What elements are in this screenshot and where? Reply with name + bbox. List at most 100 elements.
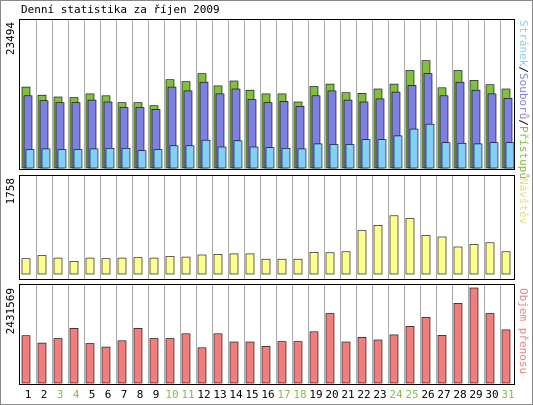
- visits-bar: [133, 257, 143, 275]
- x-axis-label: 15: [245, 388, 258, 401]
- visits-bar: [469, 244, 479, 275]
- visits-bar: [293, 258, 303, 275]
- visits-bar: [229, 253, 239, 275]
- kbytes-bar: [197, 347, 207, 384]
- visits-bar: [341, 251, 351, 275]
- pages-bar: [89, 148, 99, 169]
- hits-panel-gridlines: [36, 20, 501, 169]
- visits-bar: [405, 218, 415, 275]
- visits-bar: [245, 253, 255, 275]
- x-axis-label: 1: [25, 388, 32, 401]
- x-axis-label: 13: [213, 388, 226, 401]
- kbytes-bar: [85, 343, 95, 384]
- x-axis-label: 31: [501, 388, 514, 401]
- kbytes-bar: [53, 338, 63, 384]
- visits-bar: [181, 256, 191, 275]
- pages-bars: [25, 123, 515, 169]
- pages-bar: [153, 149, 163, 169]
- legend-separator-1: /: [517, 66, 530, 73]
- visits-bar: [389, 215, 399, 275]
- visits-bar: [277, 258, 287, 275]
- x-axis-label: 4: [73, 388, 80, 401]
- kbytes-bars: [21, 287, 511, 384]
- visits-bar: [485, 242, 495, 275]
- visits-bar: [149, 257, 159, 275]
- kbytes-y-max-label: 2431569: [4, 288, 17, 334]
- pages-bar: [57, 149, 67, 169]
- x-axis-label: 7: [121, 388, 128, 401]
- pages-bar: [297, 148, 307, 169]
- pages-bar: [313, 143, 323, 169]
- kbytes-bar: [37, 342, 47, 384]
- visits-bar: [117, 257, 127, 275]
- pages-bar: [201, 139, 211, 169]
- kbytes-bar: [325, 313, 335, 384]
- x-axis-label: 9: [153, 388, 160, 401]
- kbytes-bar: [421, 317, 431, 384]
- hits-legend: Stránek/Souborů/Přístupů: [517, 20, 530, 179]
- kbytes-bar: [389, 334, 399, 384]
- kbytes-bar: [357, 336, 367, 384]
- visits-bar: [53, 257, 63, 275]
- x-axis-label: 23: [373, 388, 386, 401]
- hits-panel-frame: [19, 19, 515, 170]
- x-axis-label: 18: [293, 388, 306, 401]
- visits-bar: [501, 251, 511, 275]
- x-axis-label: 21: [341, 388, 354, 401]
- x-axis-label: 29: [469, 388, 482, 401]
- pages-bar: [217, 146, 227, 169]
- pages-bar: [233, 140, 243, 169]
- pages-bar: [505, 142, 515, 169]
- x-axis-label: 10: [165, 388, 178, 401]
- visits-bars: [21, 215, 511, 275]
- hits-y-max-label: 23494: [4, 22, 17, 55]
- kbytes-legend: Objem přenosu: [517, 288, 530, 374]
- kbytes-bar: [165, 338, 175, 384]
- pages-bar: [41, 148, 51, 169]
- visits-bar: [85, 257, 95, 275]
- x-axis-label: 22: [357, 388, 370, 401]
- visits-bar: [197, 254, 207, 275]
- visits-bar: [421, 235, 431, 275]
- visits-bar: [437, 236, 447, 275]
- visits-panel-gridlines: [36, 176, 501, 279]
- pages-bar: [281, 148, 291, 169]
- x-axis-label: 11: [181, 388, 194, 401]
- kbytes-bar: [309, 331, 319, 384]
- pages-bar: [329, 144, 339, 169]
- visits-bar: [101, 258, 111, 275]
- visits-bar: [37, 255, 47, 275]
- x-axis-label: 25: [405, 388, 418, 401]
- kbytes-bar: [453, 302, 463, 384]
- legend-pages: Stránek: [517, 20, 530, 67]
- pages-bar: [265, 147, 275, 169]
- kbytes-bar: [277, 341, 287, 384]
- kbytes-bar: [245, 341, 255, 384]
- pages-bar: [441, 142, 451, 169]
- x-axis-label: 2: [41, 388, 48, 401]
- files-bars: [23, 73, 513, 169]
- x-axis-label: 6: [105, 388, 112, 401]
- pages-bar: [361, 139, 371, 169]
- legend-hits: Přístupů: [517, 126, 530, 179]
- visits-legend: Návštěv: [517, 178, 530, 225]
- x-axis-label: 14: [229, 388, 243, 401]
- visits-bar: [69, 260, 79, 275]
- kbytes-bar: [341, 341, 351, 384]
- pages-bar: [105, 148, 115, 169]
- x-axis-label: 5: [89, 388, 96, 401]
- kbytes-bar: [229, 341, 239, 384]
- chart-title: Denní statistika za říjen 2009: [21, 3, 220, 16]
- pages-bar: [473, 143, 483, 169]
- visits-bar: [309, 252, 319, 275]
- visits-y-max-label: 1758: [4, 178, 17, 205]
- pages-bar: [377, 139, 387, 169]
- kbytes-bar: [213, 333, 223, 384]
- x-axis-label: 16: [261, 388, 274, 401]
- kbytes-bar: [261, 345, 271, 384]
- pages-bar: [169, 145, 179, 169]
- kbytes-bar: [405, 325, 415, 384]
- kbytes-bar: [469, 287, 479, 384]
